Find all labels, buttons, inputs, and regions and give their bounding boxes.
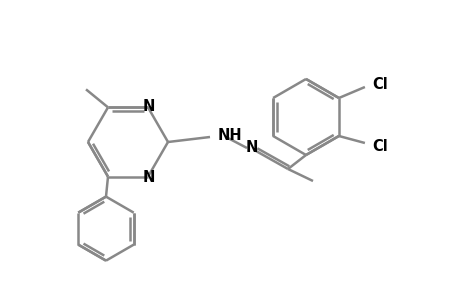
Text: N: N [245,140,257,154]
Text: Cl: Cl [371,76,387,92]
Text: N: N [142,170,155,185]
Text: N: N [142,99,155,114]
Text: NH: NH [218,128,242,142]
Text: Cl: Cl [371,139,387,154]
